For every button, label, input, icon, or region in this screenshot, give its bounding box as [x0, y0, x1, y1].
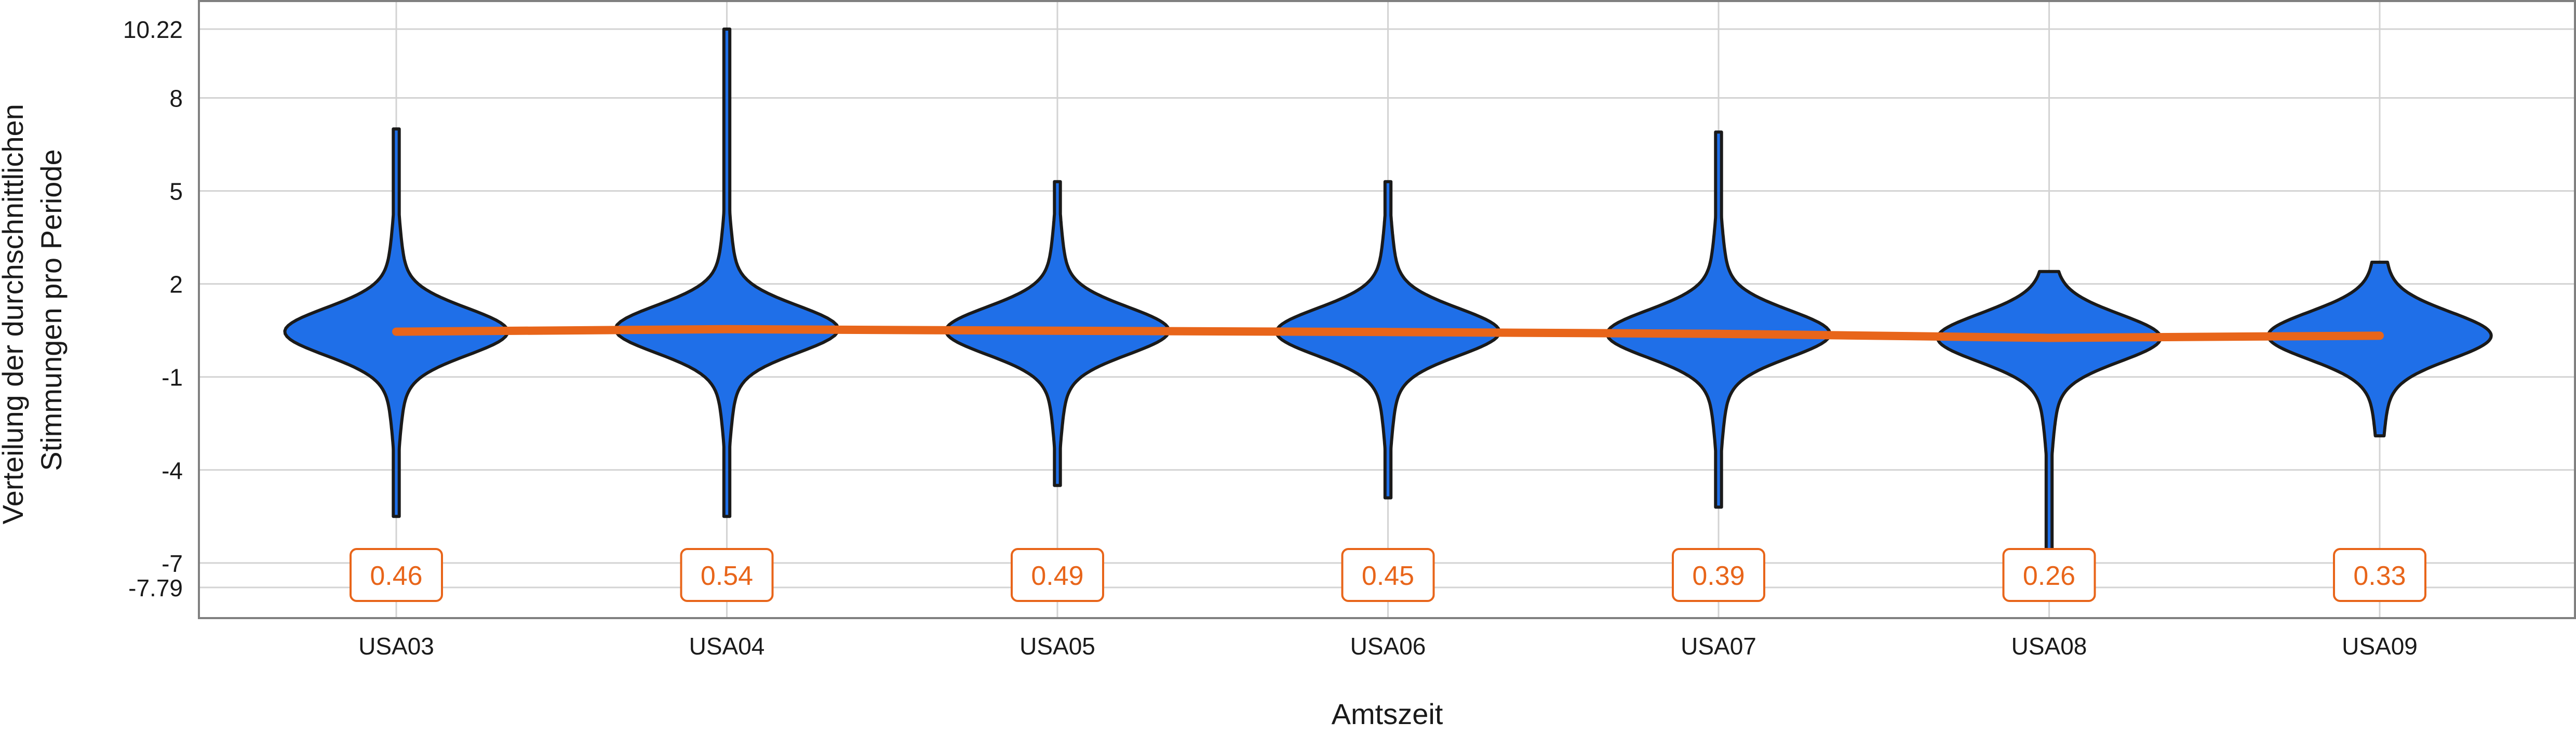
y-tick-label: 10.22: [123, 16, 183, 43]
y-tick-label: -7: [162, 550, 183, 577]
panel-border: [198, 0, 2576, 619]
x-tick-label: USA06: [1350, 633, 1426, 660]
violin-USA09: [2266, 260, 2493, 438]
x-tick-label: USA09: [2342, 633, 2418, 660]
mean-label-box: [1672, 548, 1765, 602]
mean-label-box: [680, 548, 774, 602]
mean-label: 0.39: [1692, 561, 1745, 591]
violin-USA04: [613, 28, 840, 518]
y-axis-title-line-2: Stimmungen pro Periode: [35, 149, 68, 471]
mean-label: 0.54: [701, 561, 753, 591]
mean-label: 0.26: [2023, 561, 2075, 591]
mean-label-box: [350, 548, 443, 602]
y-tick-label: -4: [162, 457, 183, 484]
mean-label: 0.45: [1362, 561, 1414, 591]
mean-label-box: [1011, 548, 1104, 602]
violin-USA07: [1605, 130, 1832, 509]
violin-USA03: [283, 127, 509, 518]
x-tick-label: USA04: [689, 633, 765, 660]
x-tick-label: USA08: [2011, 633, 2087, 660]
y-axis-ticks: 10.22 8 5 2 -1 -4 -7-7.79: [123, 16, 183, 601]
mean-label: 0.49: [1031, 561, 1083, 591]
mean-label: 0.33: [2353, 561, 2406, 591]
x-axis-title: Amtszeit: [1332, 698, 1443, 730]
violin-USA08: [1936, 270, 2163, 583]
mean-label-box: [1341, 548, 1435, 602]
y-axis-title: Verteilung der durchschnittlichen Stimmu…: [0, 96, 68, 525]
y-tick-label: 5: [169, 178, 183, 205]
violins: [283, 28, 2493, 583]
y-axis-title-line-1: Verteilung der durchschnittlichen: [0, 104, 29, 524]
y-tick-label: 8: [169, 85, 183, 112]
x-tick-label: USA07: [1681, 633, 1756, 660]
x-tick-label: USA05: [1019, 633, 1095, 660]
mean-labels: 0.46 0.54 0.49 0.45 0.39 0.26 0.33: [350, 548, 2426, 602]
y-tick-label: -1: [162, 364, 183, 391]
mean-label: 0.46: [370, 561, 422, 591]
mean-line-group: [392, 325, 2384, 342]
x-axis-ticks: USA03 USA04 USA05 USA06 USA07 USA08 USA09: [358, 633, 2418, 660]
mean-label-box: [2002, 548, 2096, 602]
violin-USA06: [1275, 180, 1501, 500]
mean-label-box: [2333, 548, 2426, 602]
mean-line: [392, 325, 2384, 342]
x-tick-label: USA03: [358, 633, 434, 660]
y-tick-label: -7.79: [128, 574, 183, 601]
y-tick-label: 2: [169, 271, 183, 298]
